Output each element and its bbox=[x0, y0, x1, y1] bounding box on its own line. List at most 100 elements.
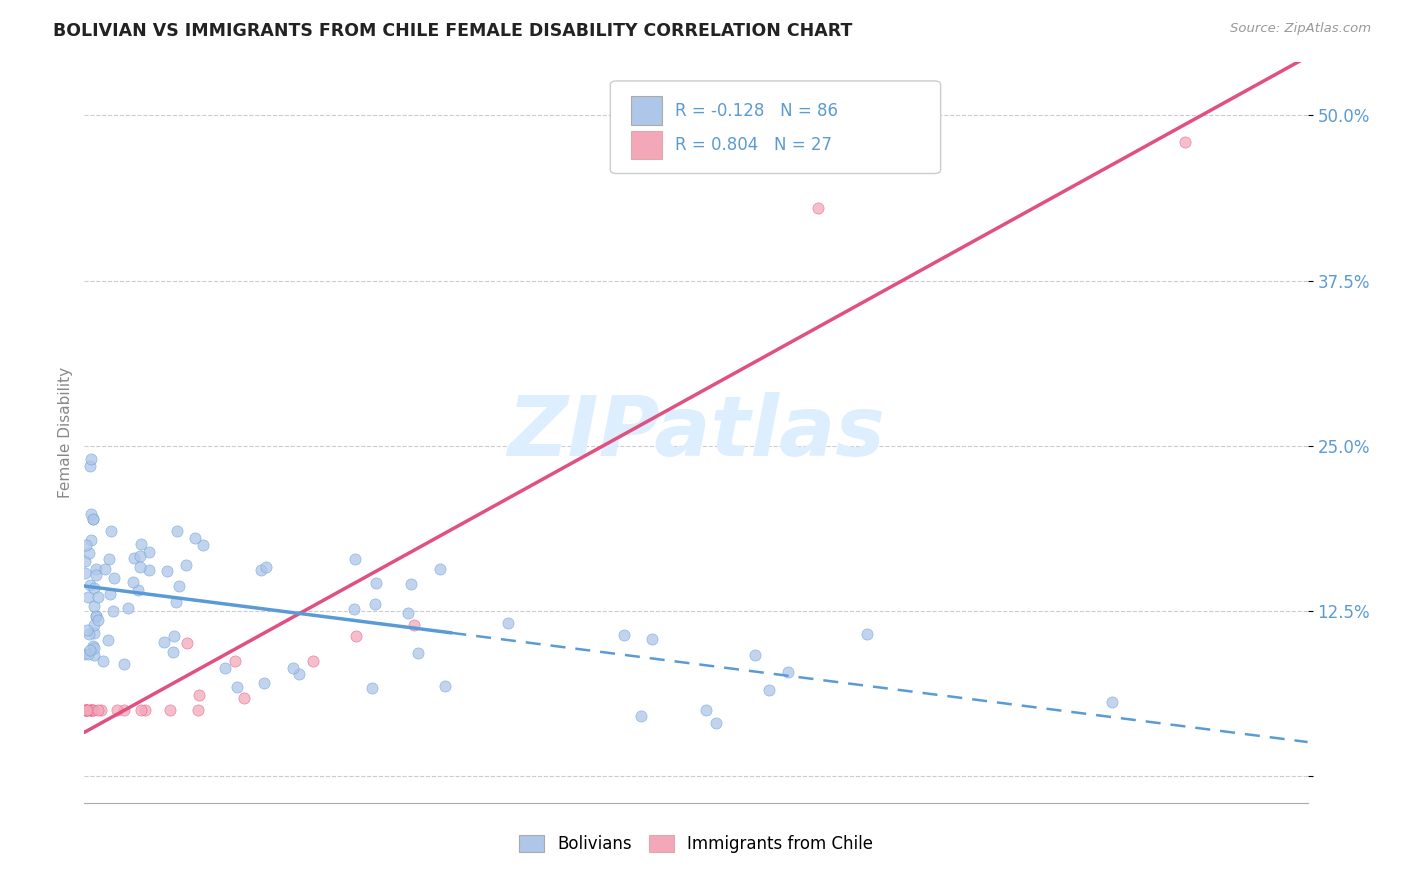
Point bbox=[75, 538, 97, 552]
Point bbox=[80, 507, 103, 521]
Point bbox=[83, 626, 105, 640]
Point bbox=[101, 604, 124, 618]
Point bbox=[75, 703, 97, 717]
Point bbox=[152, 635, 174, 649]
Point bbox=[364, 575, 387, 590]
Point bbox=[80, 533, 103, 548]
Point bbox=[159, 703, 181, 717]
Point bbox=[138, 564, 160, 578]
Legend: Bolivians, Immigrants from Chile: Bolivians, Immigrants from Chile bbox=[510, 826, 882, 861]
Point bbox=[79, 643, 101, 657]
Point bbox=[122, 551, 145, 566]
Point bbox=[87, 613, 110, 627]
Point bbox=[226, 680, 249, 694]
Point bbox=[129, 537, 152, 551]
Point bbox=[80, 703, 103, 717]
Point bbox=[166, 524, 188, 538]
Point bbox=[281, 660, 304, 674]
Point bbox=[82, 639, 104, 653]
Point bbox=[402, 617, 425, 632]
Point bbox=[73, 566, 96, 581]
Point bbox=[97, 633, 120, 648]
Point bbox=[83, 599, 105, 614]
FancyBboxPatch shape bbox=[610, 81, 941, 173]
Point bbox=[82, 511, 104, 525]
Point bbox=[90, 703, 112, 717]
Text: R = 0.804   N = 27: R = 0.804 N = 27 bbox=[675, 136, 832, 154]
Y-axis label: Female Disability: Female Disability bbox=[58, 367, 73, 499]
Text: Source: ZipAtlas.com: Source: ZipAtlas.com bbox=[1230, 22, 1371, 36]
Point bbox=[82, 703, 104, 717]
Point bbox=[184, 531, 207, 545]
Point bbox=[342, 602, 364, 616]
Point bbox=[91, 654, 114, 668]
Point bbox=[100, 524, 122, 539]
Point bbox=[162, 644, 184, 658]
Point bbox=[302, 654, 325, 668]
Point bbox=[87, 591, 110, 605]
Point bbox=[165, 595, 187, 609]
Point bbox=[77, 647, 100, 661]
Point bbox=[134, 703, 156, 717]
Point bbox=[107, 703, 129, 717]
Point bbox=[76, 624, 98, 638]
Point bbox=[807, 201, 830, 215]
Point bbox=[73, 554, 96, 568]
Point bbox=[364, 597, 387, 611]
Point bbox=[84, 562, 107, 576]
Point bbox=[112, 703, 135, 717]
Point bbox=[83, 640, 105, 655]
Point bbox=[344, 629, 367, 643]
Point bbox=[253, 675, 276, 690]
Point bbox=[496, 615, 519, 630]
Point bbox=[406, 646, 429, 660]
Point bbox=[75, 703, 97, 717]
Point bbox=[80, 703, 103, 717]
Point bbox=[250, 563, 273, 577]
Point bbox=[83, 617, 105, 632]
Point bbox=[193, 538, 215, 552]
Point bbox=[112, 657, 135, 672]
Point bbox=[429, 562, 451, 576]
Point bbox=[232, 690, 254, 705]
Point bbox=[1174, 135, 1197, 149]
Point bbox=[361, 681, 384, 695]
Point bbox=[129, 560, 152, 574]
Point bbox=[79, 578, 101, 592]
Point bbox=[343, 552, 366, 566]
Point bbox=[103, 571, 125, 585]
Point bbox=[82, 703, 104, 717]
Point bbox=[76, 703, 98, 717]
Point bbox=[98, 552, 121, 566]
Text: R = -0.128   N = 86: R = -0.128 N = 86 bbox=[675, 102, 838, 120]
Point bbox=[87, 703, 110, 717]
Point bbox=[695, 702, 717, 716]
Point bbox=[704, 716, 727, 731]
Point bbox=[138, 545, 160, 559]
FancyBboxPatch shape bbox=[631, 131, 662, 160]
Point bbox=[83, 648, 105, 663]
Point bbox=[117, 601, 139, 615]
Point bbox=[758, 682, 780, 697]
Point bbox=[401, 577, 423, 591]
Point bbox=[86, 567, 108, 582]
Point bbox=[187, 689, 209, 703]
Point bbox=[187, 703, 209, 717]
Point bbox=[83, 582, 105, 596]
Point bbox=[778, 665, 800, 680]
Point bbox=[214, 661, 236, 675]
Point bbox=[169, 579, 191, 593]
Point bbox=[129, 703, 152, 717]
Point bbox=[176, 636, 198, 650]
Text: BOLIVIAN VS IMMIGRANTS FROM CHILE FEMALE DISABILITY CORRELATION CHART: BOLIVIAN VS IMMIGRANTS FROM CHILE FEMALE… bbox=[53, 22, 853, 40]
Point bbox=[77, 546, 100, 560]
FancyBboxPatch shape bbox=[631, 96, 662, 125]
Point bbox=[744, 648, 766, 662]
Point bbox=[856, 627, 879, 641]
Point bbox=[254, 559, 277, 574]
Point bbox=[163, 629, 186, 643]
Point bbox=[77, 591, 100, 605]
Point bbox=[176, 558, 198, 572]
Point bbox=[76, 703, 98, 717]
Text: ZIPatlas: ZIPatlas bbox=[508, 392, 884, 473]
